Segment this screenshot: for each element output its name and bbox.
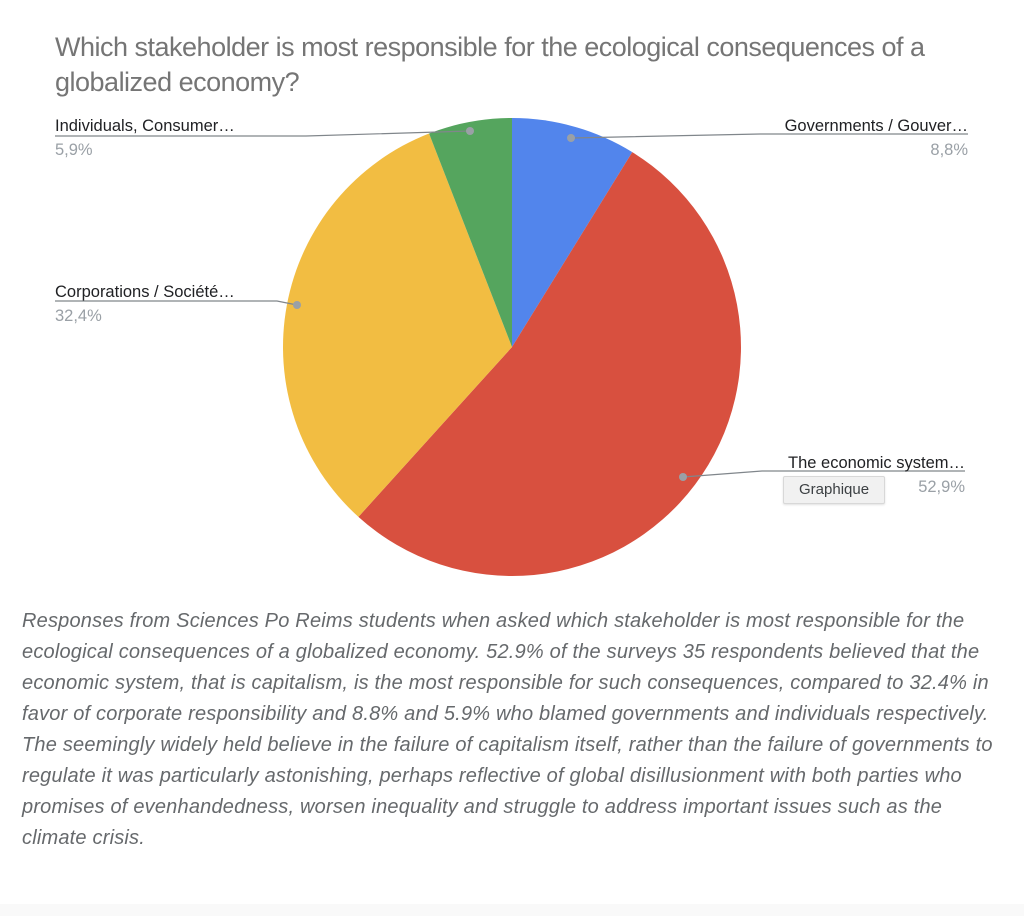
pie-slice-2[interactable] [283,133,512,517]
callout-line-economic-system [682,470,965,478]
slice-label-corporations: Corporations / Société… [55,283,235,301]
callout-line-corporations [55,300,298,306]
slice-label-governments: Governments / Gouver… [784,117,968,135]
callout-dot-governments [567,134,575,142]
slice-label-economic-system: The economic system… [788,454,965,472]
pie-slices [283,118,741,576]
slice-label-individuals: Individuals, Consumer… [55,117,235,135]
callout-line-individuals [55,130,471,137]
callout-dot-economic-system [679,473,687,481]
slice-value-economic-system: 52,9% [918,478,965,496]
pie-slice-1[interactable] [358,152,741,576]
figure-caption: Responses from Sciences Po Reims student… [22,610,993,849]
pie-slice-3[interactable] [429,118,512,347]
page-edge [0,904,1024,916]
callout-dot-individuals [466,127,474,135]
slice-value-governments: 8,8% [930,141,968,159]
slice-value-individuals: 5,9% [55,141,93,159]
pie-slice-0[interactable] [512,118,633,347]
callout-dot-corporations [293,301,301,309]
chart-title: Which stakeholder is most responsible fo… [55,32,925,97]
chart-tooltip-label: Graphique [799,481,870,498]
chart-tooltip: Graphique [783,476,886,504]
callout-line-governments [570,133,968,139]
slice-value-corporations: 32,4% [55,307,102,325]
